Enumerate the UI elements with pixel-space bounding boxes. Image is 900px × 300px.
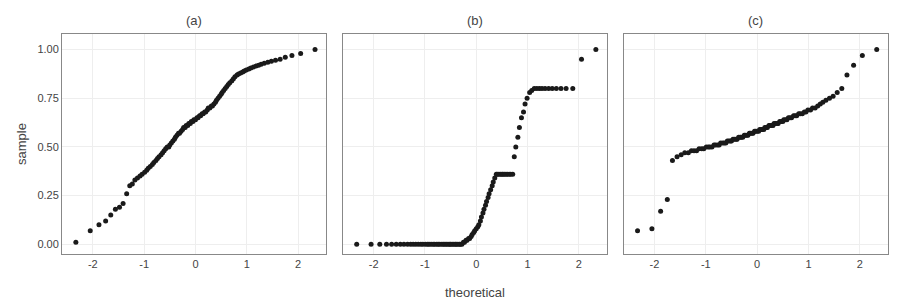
svg-text:1: 1 xyxy=(525,258,531,270)
svg-text:sample: sample xyxy=(14,123,29,165)
svg-text:0.25: 0.25 xyxy=(37,189,58,201)
svg-text:2: 2 xyxy=(857,258,863,270)
svg-text:2: 2 xyxy=(295,258,301,270)
svg-text:1: 1 xyxy=(805,258,811,270)
svg-text:0: 0 xyxy=(754,258,760,270)
svg-text:2: 2 xyxy=(576,258,582,270)
svg-text:1.00: 1.00 xyxy=(37,43,58,55)
svg-text:(c): (c) xyxy=(748,13,763,28)
svg-text:0.75: 0.75 xyxy=(37,92,58,104)
svg-text:0.00: 0.00 xyxy=(37,238,58,250)
svg-text:-2: -2 xyxy=(650,258,660,270)
svg-text:0: 0 xyxy=(192,258,198,270)
svg-text:1: 1 xyxy=(244,258,250,270)
svg-text:-2: -2 xyxy=(369,258,379,270)
svg-text:-1: -1 xyxy=(420,258,430,270)
svg-text:(b): (b) xyxy=(467,13,483,28)
svg-text:0.50: 0.50 xyxy=(37,141,58,153)
svg-text:-1: -1 xyxy=(701,258,711,270)
svg-text:0: 0 xyxy=(473,258,479,270)
svg-text:theoretical: theoretical xyxy=(445,285,505,300)
svg-text:-1: -1 xyxy=(139,258,149,270)
svg-text:-2: -2 xyxy=(88,258,98,270)
svg-text:(a): (a) xyxy=(186,13,202,28)
